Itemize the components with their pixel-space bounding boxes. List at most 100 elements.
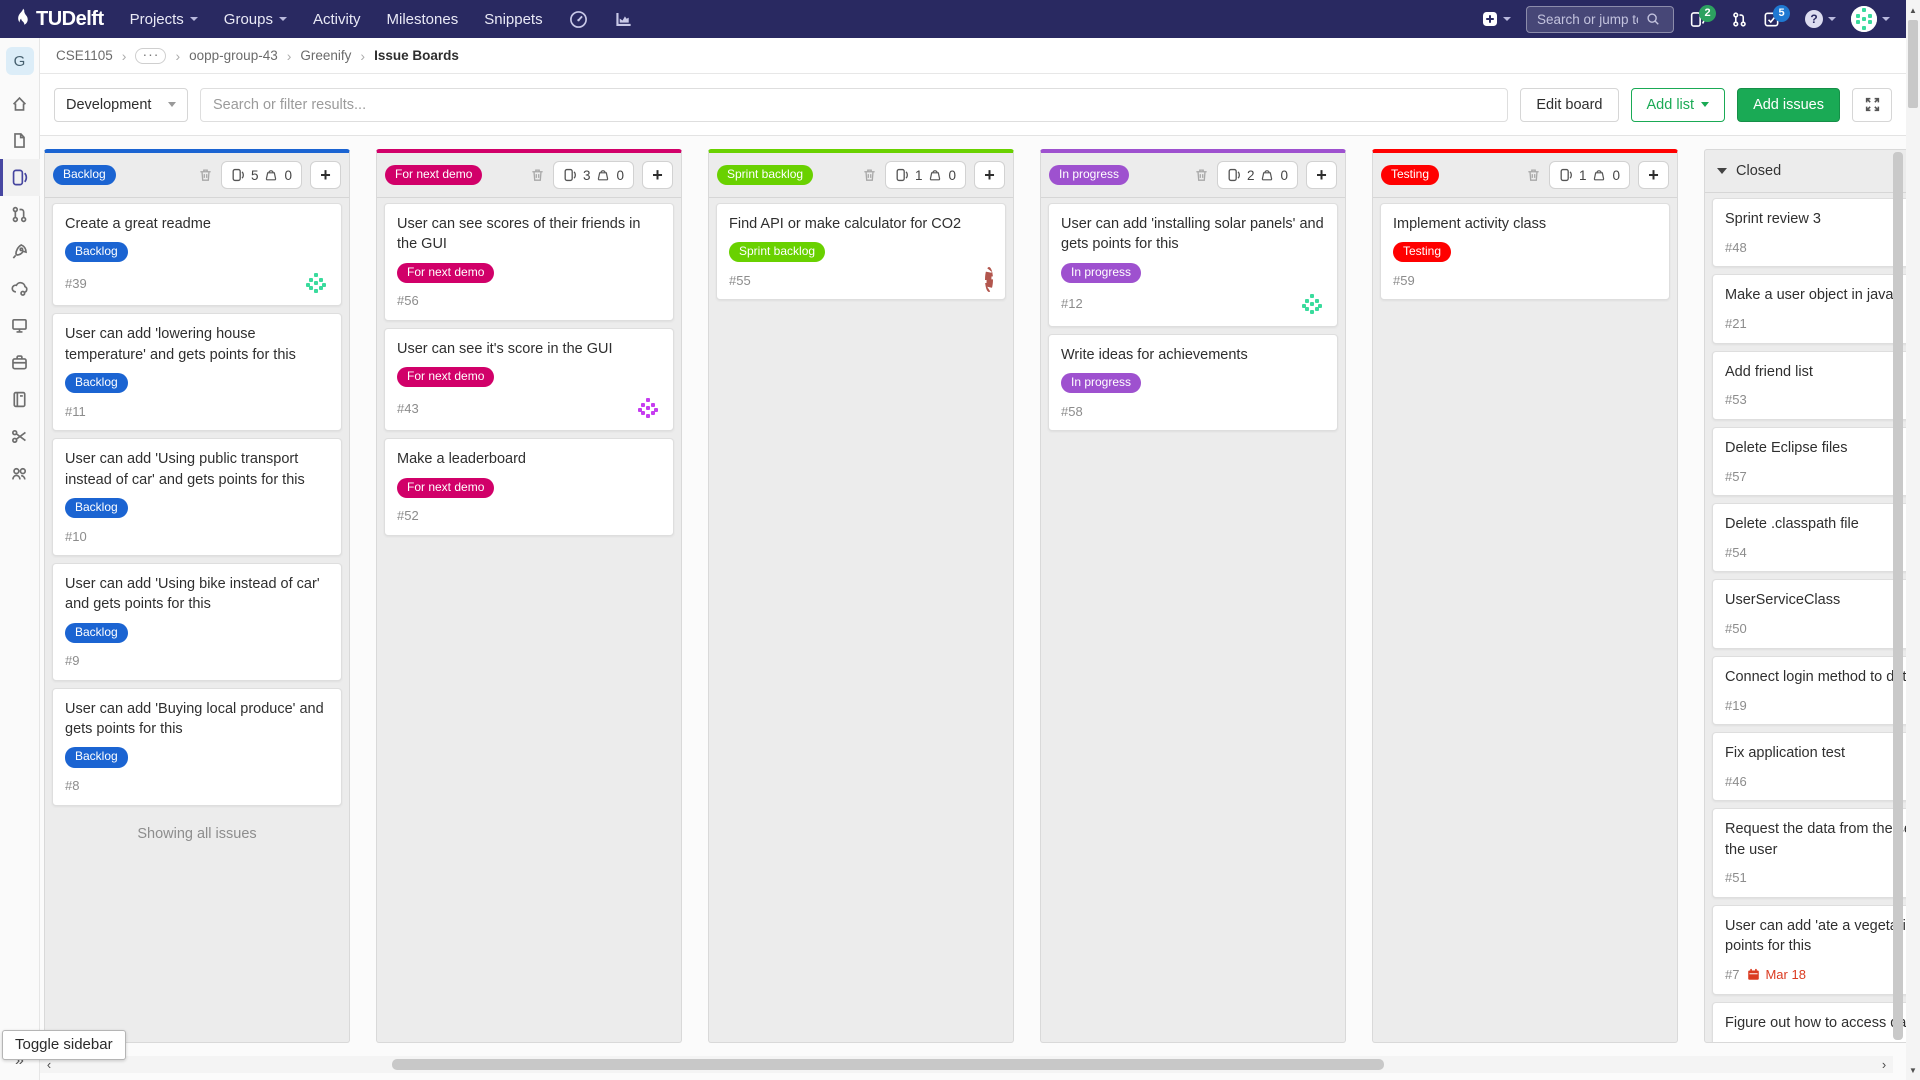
issue-label-pill[interactable]: Backlog [65,242,128,263]
merge-requests-icon[interactable] [1731,11,1748,28]
sidebar-wiki-icon[interactable] [0,381,40,418]
dashboard-gauge-icon[interactable] [569,10,588,29]
issue-card[interactable]: Create a great readme Backlog #39 [52,203,342,307]
issue-label-pill[interactable]: Sprint backlog [729,242,826,263]
scroll-down-arrow[interactable]: ▼ [1909,1065,1917,1075]
closed-column-header[interactable]: Closed [1705,150,1906,193]
closed-issue-card[interactable]: Make a user object in java #21 [1712,274,1906,344]
breadcrumb-item-issue-boards[interactable]: Issue Boards [374,48,459,63]
closed-issue-card[interactable]: Fix application test #46 [1712,732,1906,802]
breadcrumb-item-greenify[interactable]: Greenify [300,48,352,63]
assignee-avatar-identicon-magenta[interactable] [635,395,661,422]
closed-issue-card[interactable]: Figure out how to access data from #44 [1712,1001,1906,1042]
issue-label-pill[interactable]: For next demo [397,367,495,388]
horizontal-scroll-thumb[interactable] [392,1059,1384,1070]
tudelft-logo[interactable]: TUDelft [14,8,104,31]
issue-card[interactable]: Make a leaderboard For next demo #52 [384,438,674,536]
nav-menu-item-groups[interactable]: Groups [224,11,287,28]
user-menu[interactable] [1851,6,1890,32]
add-issue-to-list-button[interactable]: + [1306,161,1337,189]
issue-card[interactable]: User can add 'Using public transport ins… [52,438,342,557]
add-list-button[interactable]: Add list [1630,87,1726,122]
issue-label-pill[interactable]: For next demo [397,477,495,498]
closed-issue-card[interactable]: UserServiceClass #50 [1712,579,1906,649]
sidebar-ci-cd-rocket-icon[interactable] [0,233,40,270]
board-filter-input[interactable] [200,87,1509,122]
issue-label-pill[interactable]: In progress [1061,373,1142,394]
fullscreen-button[interactable] [1852,87,1892,122]
issue-title: User can add 'Using bike instead of car'… [65,576,320,613]
add-issue-to-list-button[interactable]: + [974,161,1005,189]
issue-card[interactable]: User can add 'lowering house temperature… [52,313,342,432]
add-issue-to-list-button[interactable]: + [310,161,341,189]
global-search-input[interactable] [1535,10,1640,28]
assignee-avatar-identicon-green[interactable] [1299,290,1325,317]
delete-list-icon[interactable] [862,167,877,183]
board-switcher-select[interactable]: Development [54,87,188,122]
sidebar-operations-icon[interactable] [0,270,40,307]
issue-card[interactable]: User can see scores of their friends in … [384,203,674,321]
sidebar-snippets-scissors-icon[interactable] [0,418,40,455]
closed-list-scrollbar[interactable] [1893,152,1903,1040]
issue-label-pill[interactable]: Backlog [65,747,128,768]
issue-label-pill[interactable]: Backlog [65,622,128,643]
closed-issue-card[interactable]: Add friend list #53 [1712,350,1906,420]
issue-label-pill[interactable]: Backlog [65,497,128,519]
sidebar-monitor-icon[interactable] [0,307,40,344]
issues-shortcut[interactable]: 2 [1689,4,1716,28]
assignee-avatar-identicon-green[interactable] [303,270,329,297]
breadcrumb-item-oopp-group-43[interactable]: oopp-group-43 [189,48,278,63]
issue-label-pill[interactable]: In progress [1061,262,1142,283]
issue-card[interactable]: User can see it's score in the GUI For n… [384,327,674,432]
edit-board-button[interactable]: Edit board [1520,87,1619,122]
delete-list-icon[interactable] [530,167,545,183]
board-horizontal-scrollbar[interactable]: ‹ › [40,1056,1893,1073]
sidebar-home-icon[interactable] [0,85,40,122]
vertical-scroll-thumb[interactable] [1908,20,1918,108]
issue-label-pill[interactable]: For next demo [397,262,495,283]
add-issue-to-list-button[interactable]: + [1638,161,1669,189]
delete-list-icon[interactable] [1526,167,1541,183]
breadcrumb-ellipsis[interactable]: ··· [135,47,167,64]
scroll-up-arrow[interactable]: ▲ [1909,5,1917,15]
issue-card[interactable]: Write ideas for achievements In progress… [1048,333,1338,432]
sidebar-merge-requests-icon[interactable] [0,196,40,233]
new-plus-menu[interactable] [1482,11,1511,27]
closed-issue-card[interactable]: Request the data from the server a the u… [1712,808,1906,898]
add-issue-to-list-button[interactable]: + [642,161,673,189]
sidebar-repository-file-icon[interactable] [0,122,40,159]
scroll-left-arrow[interactable]: ‹ [46,1057,52,1072]
closed-issue-card[interactable]: Sprint review 3 #48 [1712,198,1906,268]
sidebar-expand-button[interactable]: » [15,1052,24,1069]
issue-card[interactable]: Find API or make calculator for CO2 Spri… [716,203,1006,301]
todos-shortcut[interactable]: 5 [1763,4,1790,28]
nav-menu-item-projects[interactable]: Projects [130,11,198,28]
page-vertical-scrollbar[interactable]: ▲ ▼ [1906,0,1920,1080]
nav-menu-item-activity[interactable]: Activity [313,10,361,28]
issue-label-pill[interactable]: Testing [1393,242,1452,263]
delete-list-icon[interactable] [198,167,213,183]
breadcrumb-item-cse1105[interactable]: CSE1105 [56,48,113,63]
project-avatar[interactable]: G [5,47,34,75]
closed-issue-card[interactable]: User can add 'ate a vegetarian mea point… [1712,904,1906,995]
issue-card[interactable]: User can add 'Using bike instead of car'… [52,563,342,681]
assignee-avatar-wreath[interactable] [985,267,993,293]
add-issues-button[interactable]: Add issues [1737,87,1840,122]
closed-issue-card[interactable]: Connect login method to database #19 [1712,655,1906,726]
sidebar-issue-boards-icon[interactable] [0,159,40,196]
closed-issue-card[interactable]: Delete .classpath file #54 [1712,503,1906,573]
nav-menu-item-milestones[interactable]: Milestones [386,10,459,28]
sidebar-packages-icon[interactable] [0,344,40,381]
nav-menu-item-snippets[interactable]: Snippets [484,10,543,28]
issue-card[interactable]: User can add 'Buying local produce' and … [52,687,342,806]
analytics-chart-icon[interactable] [614,10,633,29]
issue-label-pill[interactable]: Backlog [65,373,128,394]
issue-card[interactable]: User can add 'installing solar panels' a… [1048,203,1338,327]
sidebar-members-icon[interactable] [0,455,40,492]
scroll-right-arrow[interactable]: › [1881,1057,1887,1072]
delete-list-icon[interactable] [1194,167,1209,183]
closed-issue-card[interactable]: Delete Eclipse files #57 [1712,426,1906,497]
global-search[interactable] [1526,5,1674,33]
help-menu[interactable]: ? [1805,10,1836,28]
issue-card[interactable]: Implement activity class Testing #59 [1380,203,1670,301]
